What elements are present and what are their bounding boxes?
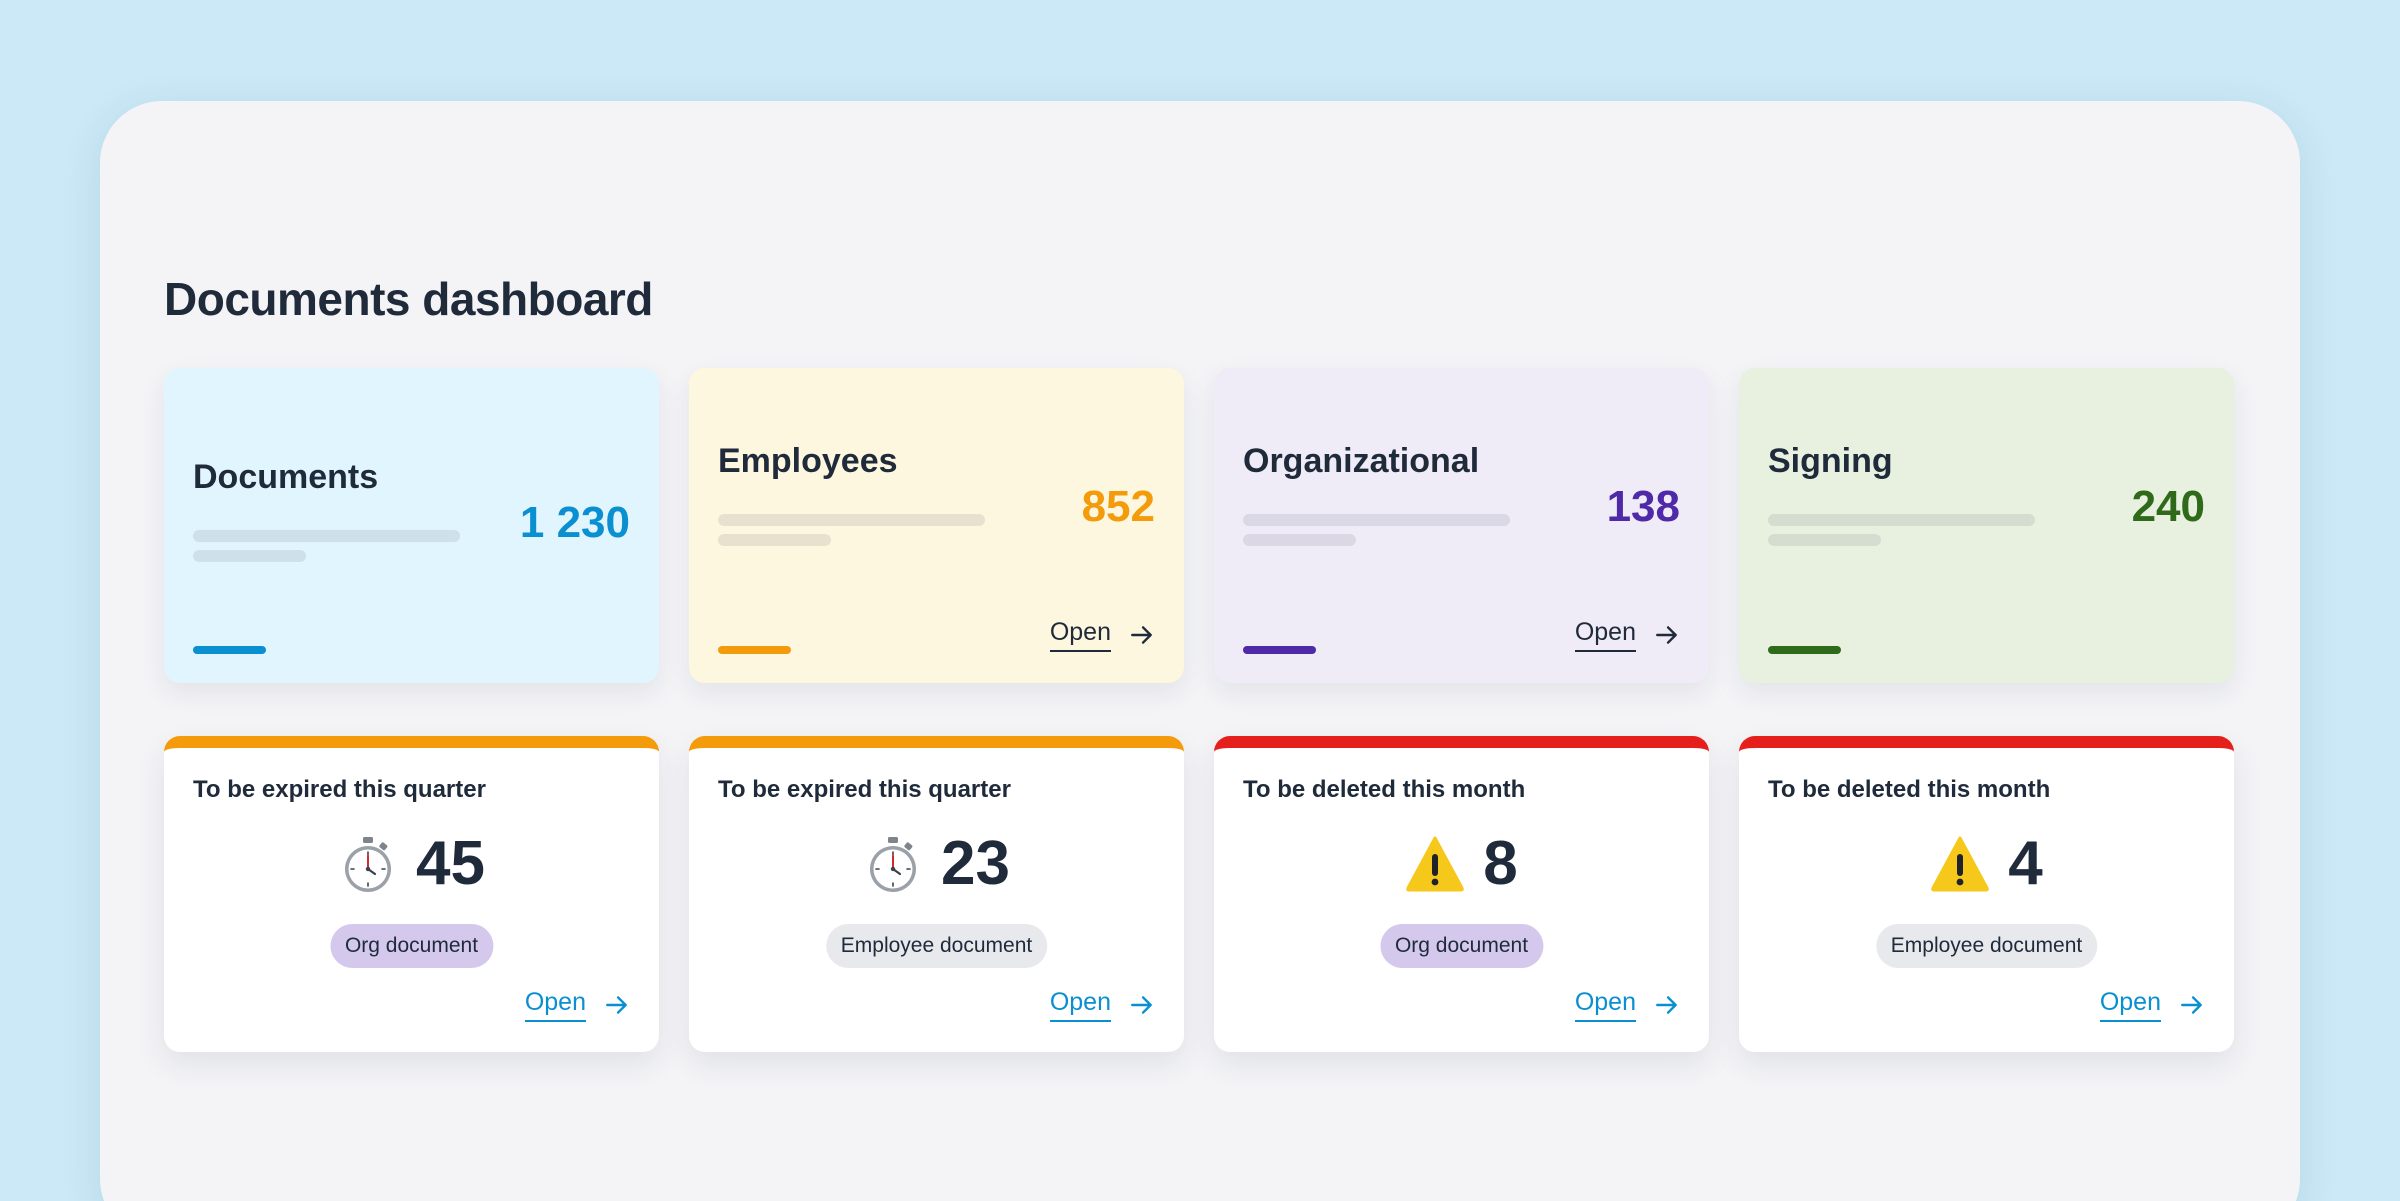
- document-type-tag: Org document: [329, 924, 494, 968]
- placeholder-line: [193, 550, 306, 562]
- stat-value: 1 230: [519, 498, 630, 547]
- stopwatch-icon: [345, 836, 392, 892]
- placeholder-line: [718, 534, 831, 546]
- open-link[interactable]: Open: [1574, 618, 1680, 652]
- document-type-tag: Employee document: [825, 924, 1048, 968]
- stat-value: 138: [1606, 482, 1680, 531]
- open-link[interactable]: Open: [1574, 988, 1680, 1022]
- open-link-label: Open: [1574, 618, 1636, 652]
- open-link-label: Open: [524, 988, 586, 1022]
- arrow-right-icon: [606, 996, 627, 1014]
- alert-count: 45: [416, 829, 485, 898]
- stat-card-organizational[interactable]: Organizational 138 Open: [1214, 368, 1709, 683]
- arrow-right-icon: [1656, 626, 1677, 644]
- alert-count: 23: [941, 829, 1010, 898]
- open-link[interactable]: Open: [524, 988, 630, 1022]
- stat-title: Organizational: [1243, 442, 1480, 480]
- alert-card-expired-org: To be expired this quarter 45 Org docume…: [164, 736, 659, 1052]
- placeholder-line: [718, 514, 985, 526]
- placeholder-line: [193, 530, 460, 542]
- open-link-label: Open: [1049, 988, 1111, 1022]
- warning-icon: [1406, 836, 1465, 891]
- alert-count: 8: [1483, 829, 1518, 898]
- accent-bar: [193, 646, 266, 654]
- alert-count-row: 8: [1214, 828, 1709, 899]
- alert-card-expired-employee: To be expired this quarter 23 Employee d…: [689, 736, 1184, 1052]
- placeholder-line: [1243, 534, 1356, 546]
- document-type-tag: Org document: [1379, 924, 1544, 968]
- placeholder-line: [1243, 514, 1510, 526]
- stat-title: Signing: [1768, 442, 1893, 480]
- stat-card-signing[interactable]: Signing 240: [1739, 368, 2234, 683]
- warning-icon: [1931, 836, 1990, 891]
- page-title: Documents dashboard: [164, 273, 653, 325]
- stopwatch-icon: [870, 836, 917, 892]
- stat-card-employees[interactable]: Employees 852 Open: [689, 368, 1184, 683]
- stat-value: 852: [1081, 482, 1155, 531]
- open-link[interactable]: Open: [1049, 618, 1155, 652]
- arrow-right-icon: [2181, 996, 2202, 1014]
- accent-bar: [1243, 646, 1316, 654]
- alert-title: To be expired this quarter: [718, 776, 1011, 803]
- placeholder-line: [1768, 514, 2035, 526]
- alert-count-row: 23: [689, 828, 1184, 899]
- accent-bar: [1768, 646, 1841, 654]
- open-link-label: Open: [1049, 618, 1111, 652]
- alert-count-row: 4: [1739, 828, 2234, 899]
- document-type-tag: Employee document: [1875, 924, 2098, 968]
- arrow-right-icon: [1131, 626, 1152, 644]
- alert-title: To be expired this quarter: [193, 776, 486, 803]
- arrow-right-icon: [1656, 996, 1677, 1014]
- placeholder-line: [1768, 534, 1881, 546]
- alert-card-deleted-employee: To be deleted this month 4 Employee docu…: [1739, 736, 2234, 1052]
- stat-value: 240: [2131, 482, 2205, 531]
- alert-title: To be deleted this month: [1768, 776, 2051, 803]
- open-link[interactable]: Open: [1049, 988, 1155, 1022]
- stat-title: Documents: [193, 458, 379, 496]
- arrow-right-icon: [1131, 996, 1152, 1014]
- accent-bar: [718, 646, 791, 654]
- alert-title: To be deleted this month: [1243, 776, 1526, 803]
- open-link-label: Open: [1574, 988, 1636, 1022]
- open-link-label: Open: [2099, 988, 2161, 1022]
- alert-card-deleted-org: To be deleted this month 8 Org document …: [1214, 736, 1709, 1052]
- open-link[interactable]: Open: [2099, 988, 2205, 1022]
- stat-card-documents[interactable]: Documents 1 230: [164, 368, 659, 683]
- alert-count: 4: [2008, 829, 2043, 898]
- stat-title: Employees: [718, 442, 898, 480]
- alert-count-row: 45: [164, 828, 659, 899]
